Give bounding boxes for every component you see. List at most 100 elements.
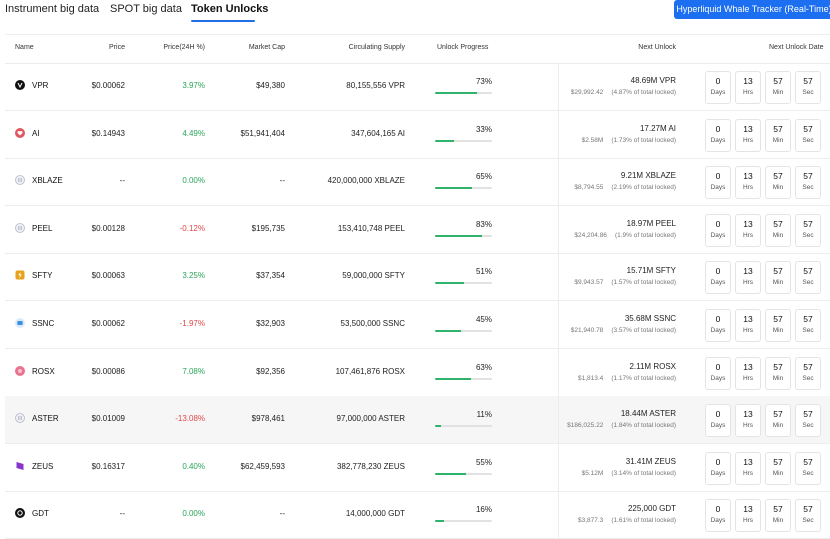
countdown-hrs-label: Hrs: [742, 89, 754, 96]
column-divider: [558, 301, 559, 348]
countdown-days: 0 Days: [705, 499, 731, 533]
market-cap: $195,735: [251, 223, 285, 233]
token-name[interactable]: SSNC: [32, 319, 55, 328]
table-row[interactable]: ZEUS $0.16317 0.40% $62,459,593 382,778,230 …: [5, 443, 830, 492]
unlock-progress-bar: [435, 425, 492, 428]
gdt-logo-icon: [15, 508, 25, 519]
col-header-change[interactable]: Price(24H %): [163, 44, 205, 51]
token-name[interactable]: VPR: [32, 81, 49, 90]
countdown-min-label: Min: [772, 136, 784, 144]
countdown-sec-value: 57: [803, 218, 813, 229]
table-row[interactable]: PEEL $0.00128 -0.12% $195,735 153,410,748 PE…: [5, 205, 830, 254]
countdown-sec-value: 57: [803, 504, 813, 515]
next-unlock-details: $3,877.3 (1.61% of total locked): [578, 517, 676, 524]
col-header-name[interactable]: Name: [15, 44, 34, 51]
countdown-hrs-label: Hrs: [742, 231, 754, 239]
unlock-progress-bar: [435, 139, 492, 142]
active-tab-indicator: [191, 20, 255, 22]
countdown-sec: 57 Sec: [795, 71, 821, 104]
token-name[interactable]: SFTY: [32, 271, 53, 281]
token-name[interactable]: ASTER: [32, 414, 59, 424]
table-row[interactable]: SFTY $0.00063 3.25% $37,354 59,000,000 SFTY 5…: [5, 253, 830, 302]
countdown-min-value: 57: [773, 314, 783, 324]
countdown-sec: 57 Sec: [795, 261, 821, 295]
countdown-hrs-value: 13: [743, 171, 753, 182]
tab-token-unlocks[interactable]: Token Unlocks: [191, 3, 269, 15]
whale-tracker-button[interactable]: Hyperliquid Whale Tracker (Real-Time): [674, 0, 830, 19]
next-unlock-details: $9,943.57 (1.57% of total locked): [574, 279, 676, 286]
token-price: --: [119, 176, 125, 186]
unlock-progress-fill: [435, 377, 471, 380]
countdown-hrs-value: 13: [743, 314, 753, 324]
countdown-days-label: Days: [710, 231, 726, 239]
market-cap: $37,354: [256, 271, 285, 281]
token-name[interactable]: AI: [32, 128, 40, 138]
next-unlock-usd: $9,943.57: [574, 279, 604, 287]
token-name[interactable]: GDT: [32, 509, 49, 519]
countdown-days: 0 Days: [705, 309, 731, 342]
countdown-sec-value: 57: [803, 409, 813, 420]
countdown-hrs: 13 Hrs: [735, 404, 761, 438]
countdown-sec: 57 Sec: [795, 356, 821, 390]
countdown-min: 57 Min: [765, 499, 791, 533]
countdown-min-label: Min: [772, 469, 784, 477]
countdown-sec: 57 Sec: [795, 404, 821, 438]
countdown-hrs-value: 13: [743, 266, 753, 277]
column-divider: [558, 63, 559, 110]
col-header-circulating-supply[interactable]: Circulating Supply: [348, 44, 405, 51]
countdown-hrs-value: 13: [743, 218, 753, 229]
market-cap: --: [279, 176, 285, 186]
col-header-next-unlock-date[interactable]: Next Unlock Date: [769, 44, 824, 51]
unlock-progress-bar: [435, 520, 492, 523]
next-unlock-amount: 31.41M ZEUS: [625, 456, 676, 466]
token-price: $0.00062: [91, 319, 125, 328]
countdown-sec-value: 57: [803, 314, 813, 324]
table-row[interactable]: SSNC $0.00062 -1.97% $32,903 53,500,000 SSNC…: [5, 301, 830, 349]
countdown-hrs-label: Hrs: [742, 184, 754, 192]
tab-spot-big-data[interactable]: SPOT big data: [110, 3, 182, 15]
market-cap: $32,903: [256, 319, 285, 328]
ssnc-logo-icon: [15, 318, 25, 328]
unlock-progress-percent: 65%: [475, 172, 492, 182]
zeus-logo-icon: [15, 461, 25, 471]
countdown-min-value: 57: [773, 456, 783, 467]
next-unlock-usd: $2.58M: [581, 136, 604, 144]
unlock-progress-bar: [435, 187, 492, 190]
table-row[interactable]: ASTER $0.01009 -13.08% $978,461 97,000,000 A…: [5, 396, 830, 445]
table-row[interactable]: VPR $0.00062 3.97% $49,380 80,155,556 VPR 73%…: [5, 63, 830, 111]
table-row[interactable]: AI $0.14943 4.49% $51,941,404 347,604,165 AI…: [5, 110, 830, 159]
countdown-days-value: 0: [715, 314, 721, 324]
countdown-days-value: 0: [715, 361, 721, 372]
next-unlock-details: $1,813.4 (1.17% of total locked): [578, 375, 676, 382]
token-name[interactable]: ZEUS: [32, 461, 54, 471]
unlock-progress-fill: [435, 92, 477, 94]
token-name[interactable]: PEEL: [32, 223, 53, 233]
market-cap: $51,941,404: [240, 128, 286, 138]
col-header-price[interactable]: Price: [109, 44, 125, 51]
token-name[interactable]: XBLAZE: [32, 176, 63, 186]
unlock-progress-percent: 33%: [475, 124, 492, 134]
countdown-min: 57 Min: [765, 356, 791, 390]
countdown-days-label: Days: [710, 422, 726, 430]
unlock-progress-percent: 73%: [475, 77, 492, 86]
next-unlock-locked-percent: (1.9% of total locked): [614, 231, 676, 239]
token-name[interactable]: ROSX: [32, 366, 55, 376]
countdown-hrs: 13 Hrs: [735, 309, 761, 342]
col-header-unlock-progress[interactable]: Unlock Progress: [437, 44, 489, 51]
next-unlock-usd: $21,940.78: [570, 327, 604, 334]
col-header-market-cap[interactable]: Market Cap: [248, 44, 285, 51]
table-row[interactable]: ROSX $0.00086 7.08% $92,356 107,461,876 ROSX…: [5, 348, 830, 397]
col-header-next-unlock[interactable]: Next Unlock: [638, 44, 676, 51]
circulating-supply: 420,000,000 XBLAZE: [327, 176, 405, 186]
circulating-supply: 382,778,230 ZEUS: [336, 461, 405, 471]
circulating-supply: 347,604,165 AI: [351, 128, 405, 138]
column-divider: [558, 396, 559, 444]
countdown-min-label: Min: [772, 327, 784, 334]
countdown-hrs-value: 13: [743, 504, 753, 515]
circulating-supply: 59,000,000 SFTY: [342, 271, 405, 281]
countdown-sec-label: Sec: [802, 469, 814, 477]
table-row[interactable]: XBLAZE -- 0.00% -- 420,000,000 XBLAZE 65% 9.21…: [5, 158, 830, 207]
price-change: -1.97%: [179, 319, 205, 328]
tab-instrument-big-data[interactable]: Instrument big data: [5, 3, 100, 15]
countdown-hrs-value: 13: [743, 409, 753, 420]
